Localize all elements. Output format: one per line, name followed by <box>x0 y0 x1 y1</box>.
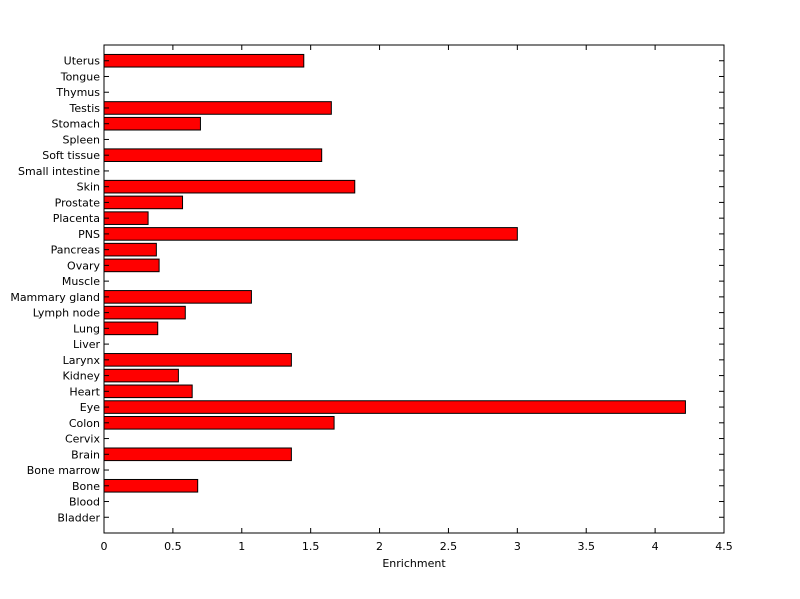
bar-bone <box>103 478 199 493</box>
y-tick-label-kidney: Kidney <box>62 370 100 383</box>
x-tick-label-2: 1 <box>238 540 245 553</box>
bar-kidney <box>103 368 179 383</box>
y-tick-label-prostate: Prostate <box>55 196 101 209</box>
y-tick-label-colon: Colon <box>69 417 100 430</box>
bar-uterus <box>103 53 305 68</box>
bar-stomach <box>103 116 201 131</box>
y-tick-label-spleen: Spleen <box>62 133 100 146</box>
bar-lung <box>103 321 159 336</box>
y-tick-label-cervix: Cervix <box>65 433 101 446</box>
bar-colon <box>103 416 335 430</box>
bar-testis <box>103 101 332 115</box>
plot-frame <box>103 44 725 534</box>
bar-placenta <box>103 211 149 225</box>
x-tick-label-1: 0.5 <box>164 540 182 553</box>
y-tick-label-liver: Liver <box>73 338 100 351</box>
y-tick-label-testis: Testis <box>69 102 101 115</box>
y-tick-labels: Bladder Blood Bone Bone marrow Brain Cervix Co… <box>10 55 100 525</box>
x-tick-label-7: 3.5 <box>577 540 595 553</box>
bar-pancreas <box>103 242 157 257</box>
y-tick-label-muscle: Muscle <box>62 275 100 288</box>
y-tick-label-small-intestine: Small intestine <box>18 165 100 178</box>
y-tick-label-eye: Eye <box>80 401 100 414</box>
x-tick-label-4: 2 <box>376 540 383 553</box>
y-tick-label-brain: Brain <box>71 448 100 461</box>
x-tick-labels: 0 0.5 1 1.5 2 2.5 3 3.5 4 4.5 <box>101 540 733 553</box>
y-tick-label-thymus: Thymus <box>55 86 100 99</box>
bar-soft-tissue <box>103 148 323 162</box>
y-tick-label-pns: PNS <box>78 228 100 241</box>
y-tick-label-lymph-node: Lymph node <box>33 307 100 320</box>
y-tick-label-soft-tissue: Soft tissue <box>42 149 100 162</box>
x-axis-title: Enrichment <box>382 557 446 570</box>
y-tick-label-blood: Blood <box>69 496 100 509</box>
y-tick-label-skin: Skin <box>77 181 100 194</box>
y-tick-label-tongue: Tongue <box>60 70 101 83</box>
y-tick-label-placenta: Placenta <box>53 212 100 225</box>
y-tick-label-larynx: Larynx <box>63 354 101 367</box>
bar-eye <box>103 400 686 414</box>
y-tick-label-ovary: Ovary <box>67 259 100 272</box>
y-tick-label-bone: Bone <box>72 480 100 493</box>
bar-larynx <box>103 353 292 367</box>
y-tick-label-bone-marrow: Bone marrow <box>27 464 100 477</box>
x-tick-label-9: 4.5 <box>715 540 733 553</box>
y-tick-label-mammary-gland: Mammary gland <box>10 291 100 304</box>
bar-brain <box>103 447 292 462</box>
y-tick-label-lung: Lung <box>73 322 100 335</box>
bar-lymph-node <box>103 305 186 320</box>
bar-prostate <box>103 195 184 210</box>
y-tick-label-pancreas: Pancreas <box>51 244 101 257</box>
bar-mammary-gland <box>103 290 252 304</box>
bar-pns <box>103 227 518 241</box>
bar-heart <box>103 384 193 399</box>
y-tick-label-heart: Heart <box>69 385 100 398</box>
x-tick-label-8: 4 <box>652 540 659 553</box>
x-tick-label-6: 3 <box>514 540 521 553</box>
x-tick-label-3: 1.5 <box>302 540 320 553</box>
y-tick-label-stomach: Stomach <box>51 118 100 131</box>
bar-skin <box>103 179 356 194</box>
x-tick-label-0: 0 <box>101 540 108 553</box>
y-tick-label-bladder: Bladder <box>57 511 100 524</box>
y-tick-label-uterus: Uterus <box>64 55 101 68</box>
x-tick-label-5: 2.5 <box>440 540 458 553</box>
bar-ovary <box>103 258 160 273</box>
